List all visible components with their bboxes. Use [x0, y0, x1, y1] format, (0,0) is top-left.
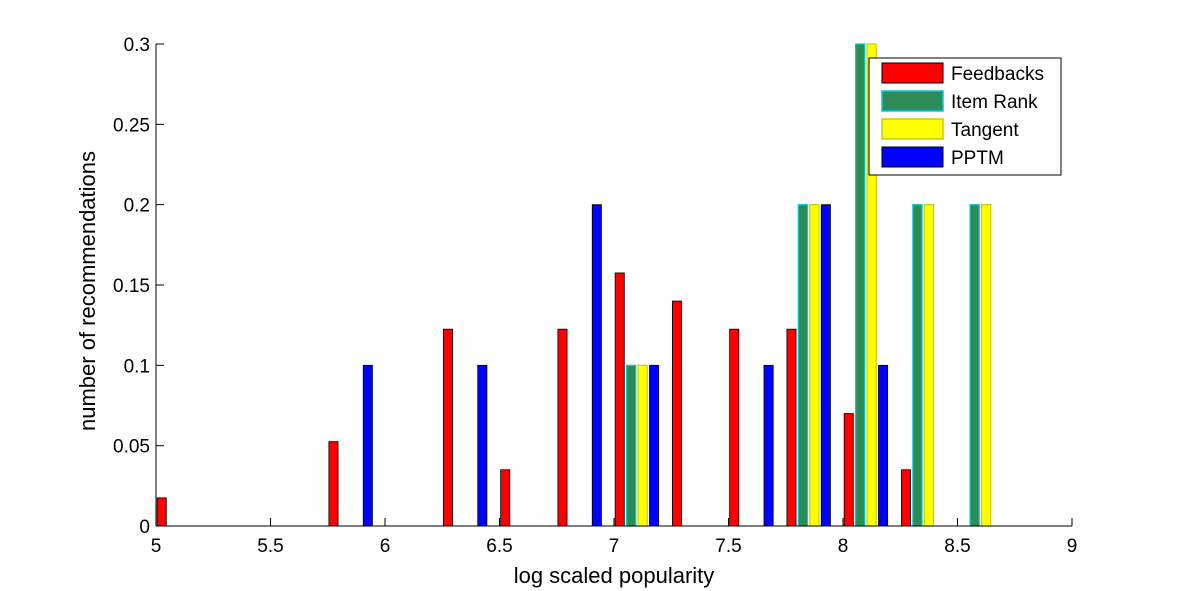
bar [923, 204, 935, 527]
y-tick-label: 0.1 [124, 356, 150, 377]
bars-layer [156, 43, 992, 527]
legend-swatch [881, 118, 944, 140]
bar [729, 328, 740, 527]
series-feedbacks [156, 272, 911, 527]
x-tick-label: 5.5 [257, 536, 283, 557]
bar [797, 204, 809, 527]
x-tick-label: 6.5 [486, 536, 512, 557]
legend: Feedbacks Item Rank Tangent PPTM [868, 57, 1062, 176]
bar [809, 204, 820, 527]
bar [591, 204, 602, 527]
y-tick-label: 0 [139, 517, 150, 538]
x-tick-label: 7.5 [715, 536, 741, 557]
legend-label: Feedbacks [951, 64, 1044, 85]
bar [969, 204, 980, 527]
bar [500, 469, 511, 527]
legend-swatch [881, 62, 944, 84]
bar [878, 364, 889, 527]
axes-layer: 5 5.5 6 6.5 7 7.5 8 8.5 9 0 0.05 0.1 0.15 0.2 0.25 0.3 [113, 35, 1077, 557]
legend-swatch [881, 90, 944, 112]
y-tick-label: 0.05 [113, 437, 150, 458]
bar [980, 204, 992, 527]
x-tick-label: 7 [609, 536, 620, 557]
x-tick-label: 9 [1067, 536, 1078, 557]
legend-label: PPTM [951, 148, 1004, 169]
y-tick-label: 0.15 [113, 276, 150, 297]
x-tick-label: 5 [151, 536, 162, 557]
bar [649, 364, 660, 527]
legend-label: Tangent [951, 120, 1019, 141]
y-axis-title: number of recommendations [75, 151, 100, 431]
series-pptm [362, 204, 889, 527]
bar [156, 497, 167, 527]
y-tick-label: 0.25 [113, 115, 150, 136]
x-axis-title: log scaled popularity [514, 563, 715, 588]
bar [901, 469, 911, 527]
y-tick-label: 0.3 [124, 35, 150, 56]
bar [671, 300, 682, 527]
bar [786, 328, 797, 527]
legend-label: Item Rank [951, 92, 1038, 113]
bar [820, 204, 831, 527]
bar [362, 364, 373, 527]
bar [763, 364, 774, 527]
y-tick-label: 0.2 [124, 196, 150, 217]
bar [557, 328, 568, 527]
bar [912, 204, 923, 527]
bar [442, 328, 453, 527]
bar [614, 272, 625, 527]
bar [328, 441, 339, 527]
bar [637, 364, 648, 527]
bar [625, 364, 637, 527]
x-tick-label: 8.5 [944, 536, 970, 557]
legend-swatch [881, 146, 944, 168]
series-tangent [637, 43, 992, 527]
x-tick-label: 8 [838, 536, 849, 557]
bar [843, 413, 854, 527]
x-tick-label: 6 [380, 536, 391, 557]
bar [477, 364, 488, 527]
bar [854, 43, 866, 527]
series-item-rank [625, 43, 980, 527]
